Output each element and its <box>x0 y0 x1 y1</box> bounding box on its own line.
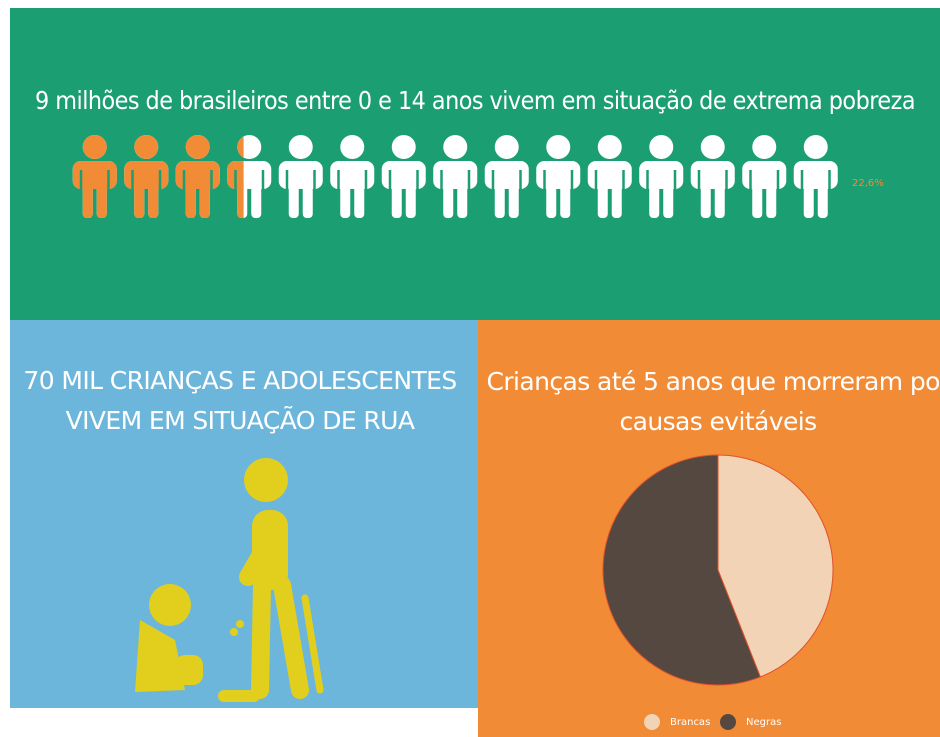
person-leg <box>509 180 519 218</box>
person-head <box>649 135 673 159</box>
person-body <box>176 161 220 189</box>
person-head <box>392 135 416 159</box>
person-arm-gap <box>234 170 237 200</box>
person-body <box>433 161 477 189</box>
legend-swatch <box>644 714 660 730</box>
person-body <box>124 161 168 189</box>
pie-chart <box>603 455 833 685</box>
person-leg <box>495 180 505 218</box>
person-body <box>588 161 632 189</box>
person-arm-gap <box>595 170 598 200</box>
person-arm-gap <box>828 170 831 200</box>
person-head <box>83 135 107 159</box>
person-leg <box>392 180 402 218</box>
person-leg <box>715 180 725 218</box>
person-head <box>752 135 776 159</box>
person-arm-gap <box>80 170 83 200</box>
person-leg <box>818 180 828 218</box>
person-body <box>794 161 838 189</box>
person-arm-gap <box>725 170 728 200</box>
person-leg <box>804 180 814 218</box>
person-head <box>804 135 828 159</box>
person-head <box>546 135 570 159</box>
person-leg <box>251 180 261 218</box>
person-leg <box>598 180 608 218</box>
pie-title: causas evitáveis <box>619 407 816 436</box>
person-body <box>330 161 374 189</box>
person-head <box>340 135 364 159</box>
person-leg <box>649 180 659 218</box>
person-head <box>443 135 467 159</box>
person-arm-gap <box>801 170 804 200</box>
person-body <box>279 161 323 189</box>
street-line: 70 MIL CRIANÇAS E ADOLESCENTES <box>23 366 456 395</box>
person-head <box>598 135 622 159</box>
person-leg <box>303 180 313 218</box>
person-arm-gap <box>210 170 213 200</box>
person-leg <box>340 180 350 218</box>
person-arm-gap <box>440 170 443 200</box>
person-leg <box>546 180 556 218</box>
person-arm-gap <box>416 170 419 200</box>
person-leg <box>443 180 453 218</box>
headline: 9 milhões de brasileiros entre 0 e 14 an… <box>35 86 915 115</box>
pie-title: Crianças até 5 anos que morreram por <box>487 367 940 396</box>
person-arm-gap <box>777 170 780 200</box>
person-leg <box>663 180 673 218</box>
person-arm-gap <box>543 170 546 200</box>
person-leg <box>701 180 711 218</box>
person-arm-gap <box>389 170 392 200</box>
person-arm-gap <box>337 170 340 200</box>
person-arm-gap <box>622 170 625 200</box>
person-body <box>536 161 580 189</box>
person-head <box>134 135 158 159</box>
person-leg <box>83 180 93 218</box>
person-leg <box>560 180 570 218</box>
person-arm-gap <box>159 170 162 200</box>
person-arm-gap <box>313 170 316 200</box>
person-leg <box>612 180 622 218</box>
street-line: VIVEM EM SITUAÇÃO DE RUA <box>66 405 415 435</box>
person-arm-gap <box>183 170 186 200</box>
person-arm-gap <box>749 170 752 200</box>
infographic: 9 milhões de brasileiros entre 0 e 14 an… <box>0 0 940 737</box>
person-body <box>639 161 683 189</box>
person-arm-gap <box>365 170 368 200</box>
legend-label: Negras <box>746 717 781 728</box>
person-leg <box>457 180 467 218</box>
person-arm-gap <box>698 170 701 200</box>
person-arm-gap <box>107 170 110 200</box>
person-arm-gap <box>262 170 265 200</box>
person-arm-gap <box>646 170 649 200</box>
person-body <box>73 161 117 189</box>
person-leg <box>200 180 210 218</box>
person-arm-gap <box>519 170 522 200</box>
person-arm-gap <box>468 170 471 200</box>
person-body <box>742 161 786 189</box>
person-leg <box>766 180 776 218</box>
person-leg <box>752 180 762 218</box>
person-arm-gap <box>286 170 289 200</box>
person-arm-gap <box>131 170 134 200</box>
person-arm-gap <box>674 170 677 200</box>
percent-label: 22,6% <box>852 178 884 189</box>
person-arm-gap <box>492 170 495 200</box>
person-leg <box>354 180 364 218</box>
person-body <box>691 161 735 189</box>
person-leg <box>97 180 107 218</box>
person-leg <box>134 180 144 218</box>
person-head <box>701 135 725 159</box>
person-leg <box>406 180 416 218</box>
legend-swatch <box>720 714 736 730</box>
person-head <box>289 135 313 159</box>
legend-label: Brancas <box>670 717 710 728</box>
person-arm-gap <box>571 170 574 200</box>
person-leg <box>148 180 158 218</box>
person-leg <box>186 180 196 218</box>
person-body <box>382 161 426 189</box>
person-head <box>186 135 210 159</box>
person-head <box>495 135 519 159</box>
person-leg <box>289 180 299 218</box>
person-body <box>485 161 529 189</box>
